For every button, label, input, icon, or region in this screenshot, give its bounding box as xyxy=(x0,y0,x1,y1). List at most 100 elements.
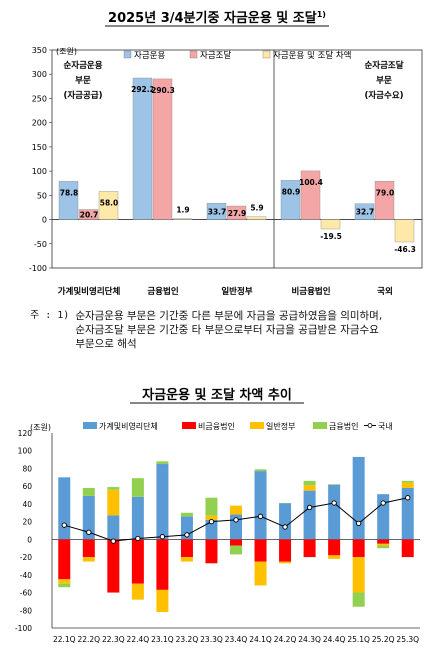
x-tick-label: 25.1Q xyxy=(347,635,370,644)
stacked-bar-segment xyxy=(303,485,316,491)
legend-swatch xyxy=(189,50,198,59)
bar-value-label: 32.7 xyxy=(356,208,375,217)
x-tick-label: 23.4Q xyxy=(225,635,248,644)
stacked-bar-segment xyxy=(230,505,242,515)
stacked-bar-segment xyxy=(58,579,71,584)
bar xyxy=(320,219,341,230)
bar-value-label: -19.5 xyxy=(320,232,342,241)
stacked-bar-segment xyxy=(131,583,144,600)
stacked-bar-segment xyxy=(352,592,365,607)
stacked-bar-segment xyxy=(303,490,316,540)
domestic-point xyxy=(110,538,116,544)
stacked-bar-segment xyxy=(230,545,242,555)
y-tick-label: 300 xyxy=(32,70,47,79)
chart-title-sup: 1) xyxy=(317,10,326,19)
y-tick-label: -80 xyxy=(20,606,32,615)
stacked-bar-segment xyxy=(377,539,390,544)
x-tick-label: 22.1Q xyxy=(53,635,76,644)
bar-value-label: 5.9 xyxy=(250,204,263,213)
x-tick-label: 23.1Q xyxy=(151,635,174,644)
y-tick-label: 120 xyxy=(18,429,33,438)
stacked-bar-segment xyxy=(328,484,341,485)
stacked-bar-segment xyxy=(180,512,193,517)
stacked-bar-segment xyxy=(254,471,267,540)
stacked-bar-segment xyxy=(82,487,95,496)
chart-title: 2025년 3/4분기중 자금운용 및 조달1) xyxy=(108,10,326,26)
bar xyxy=(300,170,321,220)
stacked-bar-segment xyxy=(328,484,341,540)
domestic-point xyxy=(159,534,166,540)
stacked-bar-segment xyxy=(82,539,95,558)
bar xyxy=(206,203,227,220)
stacked-bar-segment xyxy=(279,539,292,562)
legend-label: 자금운용 xyxy=(134,51,165,61)
stacked-bar-segment xyxy=(377,543,390,546)
bar xyxy=(226,205,247,220)
y-tick-label: 80 xyxy=(22,464,32,473)
stacked-bar-segment xyxy=(131,478,144,497)
sector-flow-chart: 2025년 3/4분기중 자금운용 및 조달1) -100 -50 0 50 100 150… xyxy=(29,10,423,297)
stacked-bar-segment xyxy=(205,539,218,564)
footnote-line-1: 순자금운용 부문은 기간중 다른 부문에 자금을 공급하였음을 의미하며, xyxy=(75,310,383,322)
annotation-supply: (자금공급) xyxy=(63,90,102,101)
x-tick-label: 24.1Q xyxy=(249,635,272,644)
bar xyxy=(98,191,119,220)
domestic-point xyxy=(86,529,92,535)
stacked-bar-segment xyxy=(279,561,292,564)
stacked-bar-segment xyxy=(107,515,120,540)
y-tick-label: -60 xyxy=(20,589,32,598)
y-tick-label: 20 xyxy=(22,518,32,527)
trend-chart: 자금운용 및 조달 차액 추이 -100 -80 -60 -40 -20 0 20 40 60 80… xyxy=(15,387,420,644)
annotation-supply: 순자금운용 xyxy=(63,60,102,71)
x-tick-label: 25.3Q xyxy=(396,635,419,644)
bar-value-label: 20.7 xyxy=(80,211,99,220)
y-tick-label: 50 xyxy=(37,191,47,200)
stacked-bar-segment xyxy=(401,539,414,558)
footnote: 주 : 1) 순자금운용 부문은 기간중 다른 부문에 자금을 공급하였음을 의… xyxy=(30,309,425,351)
legend-label: 비금융법인 xyxy=(198,421,235,431)
stacked-bar-segment xyxy=(279,503,292,540)
domestic-point xyxy=(233,517,239,523)
stacked-bar-segment xyxy=(156,464,169,540)
x-tick-label: 22.4Q xyxy=(127,635,150,644)
stacked-bar-segment xyxy=(401,487,414,540)
bar xyxy=(246,216,267,220)
stacked-bar-segment xyxy=(377,545,390,549)
legend-label: 가계및비영리단체 xyxy=(99,421,158,431)
stacked-bar-segment xyxy=(156,539,169,590)
stacked-bar-segment xyxy=(401,480,414,483)
x-tick-label: 23.2Q xyxy=(176,635,199,644)
stacked-bar-segment xyxy=(180,539,193,558)
y-tick-label: 350 xyxy=(32,46,47,55)
legend-label: 일반정부 xyxy=(266,421,295,431)
legend-label: 자금운용 및 조달 차액 xyxy=(273,50,352,61)
legend-label: 자금조달 xyxy=(200,50,231,61)
stacked-bar-segment xyxy=(131,496,144,540)
y-tick-label: -50 xyxy=(34,240,47,249)
stacked-bar-segment xyxy=(328,555,341,559)
category-label: 일반정부 xyxy=(221,286,252,297)
stacked-bar-segment xyxy=(131,539,144,584)
footnote-line-3: 부문으로 해석 xyxy=(75,338,137,350)
domestic-point xyxy=(405,495,411,501)
bar-value-label: 290.3 xyxy=(151,86,175,95)
stacked-bar-segment xyxy=(58,583,71,588)
stacked-bar-segment xyxy=(156,589,169,613)
legend-swatch xyxy=(313,422,327,429)
y-tick-label: 100 xyxy=(18,447,33,456)
stacked-bar-segment xyxy=(230,539,242,546)
domestic-point xyxy=(257,513,264,519)
bar-value-label: 58.0 xyxy=(100,198,119,207)
x-tick-label: 24.3Q xyxy=(298,635,321,644)
stacked-bar-segment xyxy=(107,539,120,593)
stacked-bar-segment xyxy=(107,487,120,490)
annotation-demand: 순자금조달 xyxy=(364,60,403,71)
bar xyxy=(354,203,375,220)
x-tick-label: 22.2Q xyxy=(77,635,100,644)
stacked-bar-segment xyxy=(180,557,193,562)
legend-swatch xyxy=(182,422,196,429)
y-tick-label: 40 xyxy=(22,500,32,509)
bar xyxy=(78,209,99,220)
bar-value-label: 80.9 xyxy=(282,187,301,196)
legend-swatch xyxy=(123,50,132,59)
